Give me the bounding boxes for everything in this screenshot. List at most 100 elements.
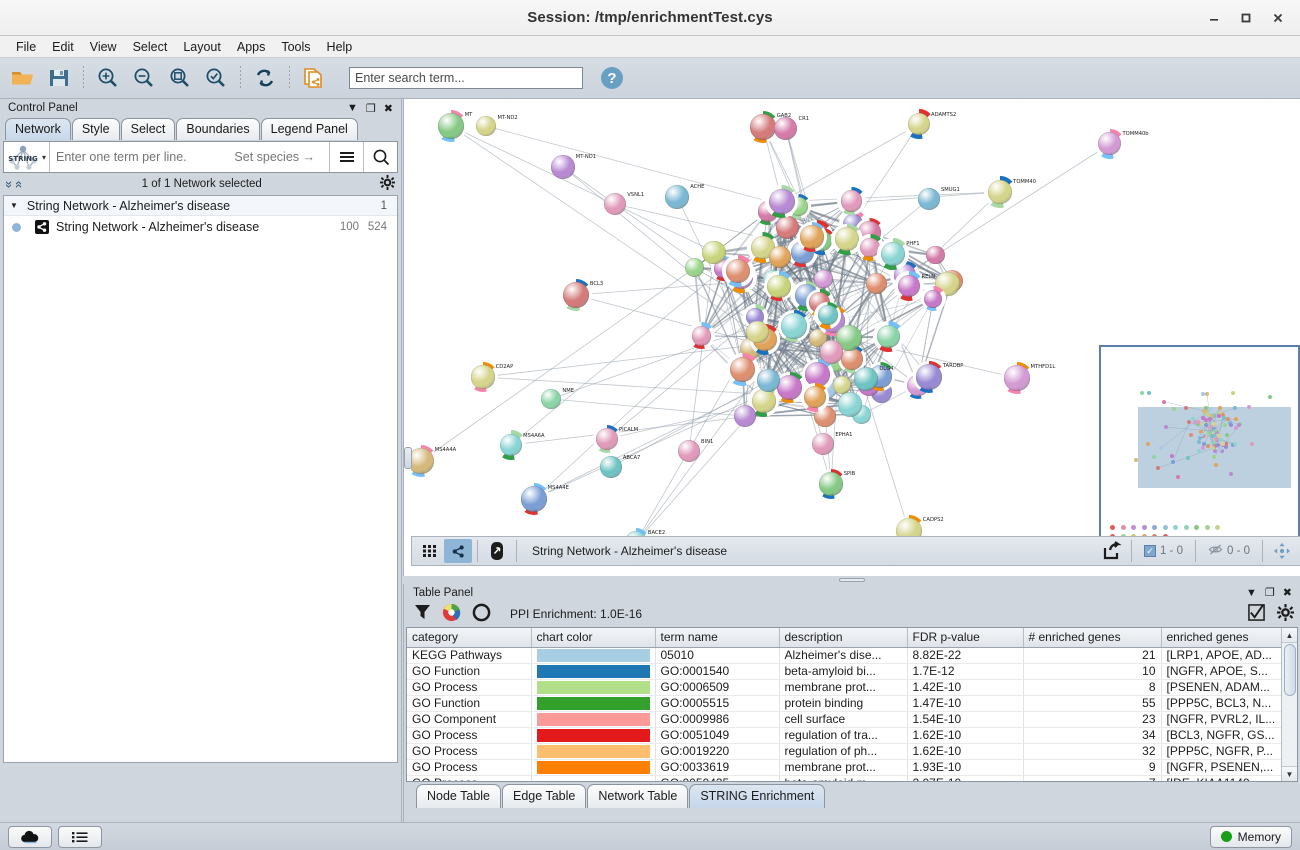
network-overview-canvas[interactable] bbox=[1104, 350, 1295, 539]
network-node[interactable] bbox=[1098, 132, 1122, 156]
annotation-icon[interactable] bbox=[483, 539, 511, 563]
menu-edit[interactable]: Edit bbox=[52, 39, 74, 54]
save-icon[interactable] bbox=[42, 61, 76, 95]
col-num-enriched[interactable]: # enriched genes bbox=[1023, 628, 1162, 648]
fit-content-icon[interactable] bbox=[1268, 539, 1296, 563]
tab-string-enrichment[interactable]: STRING Enrichment bbox=[689, 784, 826, 808]
close-panel-icon[interactable]: ✖ bbox=[383, 102, 393, 115]
network-node[interactable] bbox=[811, 432, 835, 456]
network-node[interactable] bbox=[475, 115, 497, 137]
table-vertical-scrollbar[interactable]: ▲ ▼ bbox=[1281, 628, 1297, 781]
col-enriched-genes[interactable]: enriched genes bbox=[1161, 628, 1282, 648]
table-row[interactable]: KEGG Pathways 05010 Alzheimer's dise... 8.8… bbox=[407, 647, 1282, 664]
refresh-icon[interactable] bbox=[248, 61, 282, 95]
selected-nodes-chip[interactable]: ✓ 1 - 0 bbox=[1137, 545, 1190, 557]
zoom-in-icon[interactable] bbox=[91, 61, 125, 95]
network-node[interactable] bbox=[596, 428, 618, 450]
vertical-splitter[interactable] bbox=[403, 576, 1300, 584]
network-node[interactable] bbox=[677, 439, 700, 462]
network-node[interactable] bbox=[819, 472, 843, 496]
network-node[interactable] bbox=[840, 190, 863, 212]
network-node[interactable] bbox=[521, 486, 547, 512]
chevron-down-icon[interactable]: ▼ bbox=[347, 102, 358, 114]
network-node[interactable] bbox=[924, 289, 943, 308]
network-node[interactable] bbox=[768, 188, 795, 215]
close-button[interactable] bbox=[1262, 4, 1294, 32]
network-node[interactable] bbox=[865, 272, 887, 294]
string-term-input[interactable] bbox=[50, 149, 235, 165]
gear-icon-table[interactable] bbox=[1277, 604, 1294, 624]
menu-apps[interactable]: Apps bbox=[236, 39, 266, 54]
network-node[interactable] bbox=[563, 282, 589, 308]
network-node[interactable] bbox=[987, 179, 1013, 205]
close-panel-icon-table[interactable]: ✖ bbox=[1282, 587, 1292, 599]
network-node[interactable] bbox=[685, 258, 705, 278]
maximize-button[interactable] bbox=[1230, 4, 1262, 32]
network-node[interactable] bbox=[411, 448, 434, 474]
network-node[interactable] bbox=[833, 376, 852, 395]
search-input[interactable] bbox=[349, 67, 583, 89]
network-node[interactable] bbox=[1004, 365, 1030, 391]
eye-slash-icon[interactable] bbox=[1208, 543, 1223, 559]
menu-tools[interactable]: Tools bbox=[281, 39, 311, 54]
network-node[interactable] bbox=[702, 241, 726, 265]
open-folder-icon[interactable] bbox=[6, 61, 40, 95]
table-row[interactable]: GO Function GO:0001540 beta-amyloid bi... 1… bbox=[407, 663, 1282, 680]
donut-chart-icon[interactable] bbox=[472, 603, 491, 625]
menu-help[interactable]: Help bbox=[326, 39, 353, 54]
table-row[interactable]: GO Process GO:0051049 regulation of tra...… bbox=[407, 727, 1282, 744]
network-node[interactable] bbox=[769, 246, 791, 269]
network-node[interactable] bbox=[800, 225, 824, 249]
menu-view[interactable]: View bbox=[89, 39, 117, 54]
network-node[interactable] bbox=[471, 365, 495, 389]
tab-node-table[interactable]: Node Table bbox=[416, 784, 502, 808]
tab-boundaries[interactable]: Boundaries bbox=[176, 118, 260, 140]
string-network-icon-toolbar[interactable] bbox=[444, 539, 472, 563]
network-tree-item[interactable]: String Network - Alzheimer's disease 100… bbox=[4, 216, 397, 238]
col-description[interactable]: description bbox=[779, 628, 908, 648]
network-node[interactable] bbox=[926, 246, 945, 265]
zoom-fit-icon[interactable] bbox=[163, 61, 197, 95]
network-node[interactable] bbox=[897, 274, 921, 298]
checkbox-icon[interactable]: ✓ bbox=[1143, 545, 1156, 557]
tab-network-table[interactable]: Network Table bbox=[587, 784, 689, 808]
collapse-all-icon[interactable]: « bbox=[12, 180, 28, 188]
gear-icon[interactable] bbox=[380, 175, 395, 193]
chevron-down-icon-table[interactable]: ▼ bbox=[1246, 586, 1257, 599]
tab-network[interactable]: Network bbox=[5, 118, 71, 140]
cloud-icon[interactable] bbox=[8, 825, 52, 848]
network-node[interactable] bbox=[600, 456, 622, 478]
tab-legend-panel[interactable]: Legend Panel bbox=[260, 118, 358, 140]
task-list-icon[interactable] bbox=[58, 825, 102, 848]
network-node[interactable] bbox=[729, 356, 756, 383]
network-node[interactable] bbox=[540, 388, 562, 410]
float-panel-icon[interactable]: ❐ bbox=[365, 102, 376, 115]
grid-layout-icon[interactable] bbox=[416, 539, 444, 563]
network-node[interactable] bbox=[808, 328, 827, 347]
chevron-down-icon-string[interactable]: ▾ bbox=[42, 152, 47, 162]
network-node[interactable] bbox=[734, 405, 756, 427]
network-node[interactable] bbox=[837, 391, 863, 417]
chevron-down-icon-group[interactable]: ▼ bbox=[10, 201, 18, 210]
table-row[interactable]: GO Process GO:0033619 membrane prot... 1.93… bbox=[407, 759, 1282, 776]
filter-icon[interactable] bbox=[414, 603, 431, 625]
table-row[interactable]: GO Function GO:0005515 protein binding 1.47… bbox=[407, 695, 1282, 712]
network-node[interactable] bbox=[777, 375, 803, 400]
network-node[interactable] bbox=[860, 237, 881, 258]
pie-chart-icon[interactable] bbox=[442, 603, 461, 625]
network-node[interactable] bbox=[907, 112, 931, 136]
network-node[interactable] bbox=[876, 324, 900, 349]
network-node[interactable] bbox=[853, 366, 879, 392]
menu-select[interactable]: Select bbox=[132, 39, 168, 54]
network-node[interactable] bbox=[438, 113, 464, 139]
col-category[interactable]: category bbox=[407, 628, 532, 648]
scroll-thumb[interactable] bbox=[1284, 644, 1296, 696]
network-node[interactable] bbox=[817, 305, 838, 326]
import-network-icon[interactable] bbox=[297, 61, 331, 95]
col-chart-color[interactable]: chart color bbox=[531, 628, 656, 648]
memory-status-button[interactable]: Memory bbox=[1209, 825, 1292, 848]
enrichment-table[interactable]: category chart color term name descripti… bbox=[407, 628, 1282, 781]
zoom-selected-icon[interactable] bbox=[199, 61, 233, 95]
hidden-nodes-chip[interactable]: 0 - 0 bbox=[1201, 543, 1257, 559]
network-node[interactable] bbox=[725, 258, 751, 284]
